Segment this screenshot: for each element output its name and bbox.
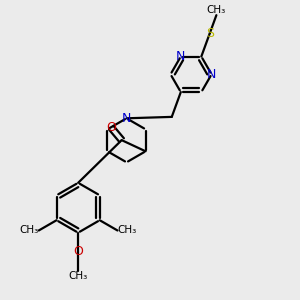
Text: CH₃: CH₃ (118, 226, 137, 236)
Text: CH₃: CH₃ (207, 5, 226, 15)
Text: N: N (176, 50, 185, 63)
Text: S: S (206, 27, 214, 40)
Text: N: N (207, 68, 216, 81)
Text: N: N (122, 112, 131, 125)
Text: CH₃: CH₃ (20, 226, 39, 236)
Text: O: O (73, 245, 83, 258)
Text: CH₃: CH₃ (68, 271, 88, 281)
Text: O: O (106, 121, 116, 134)
